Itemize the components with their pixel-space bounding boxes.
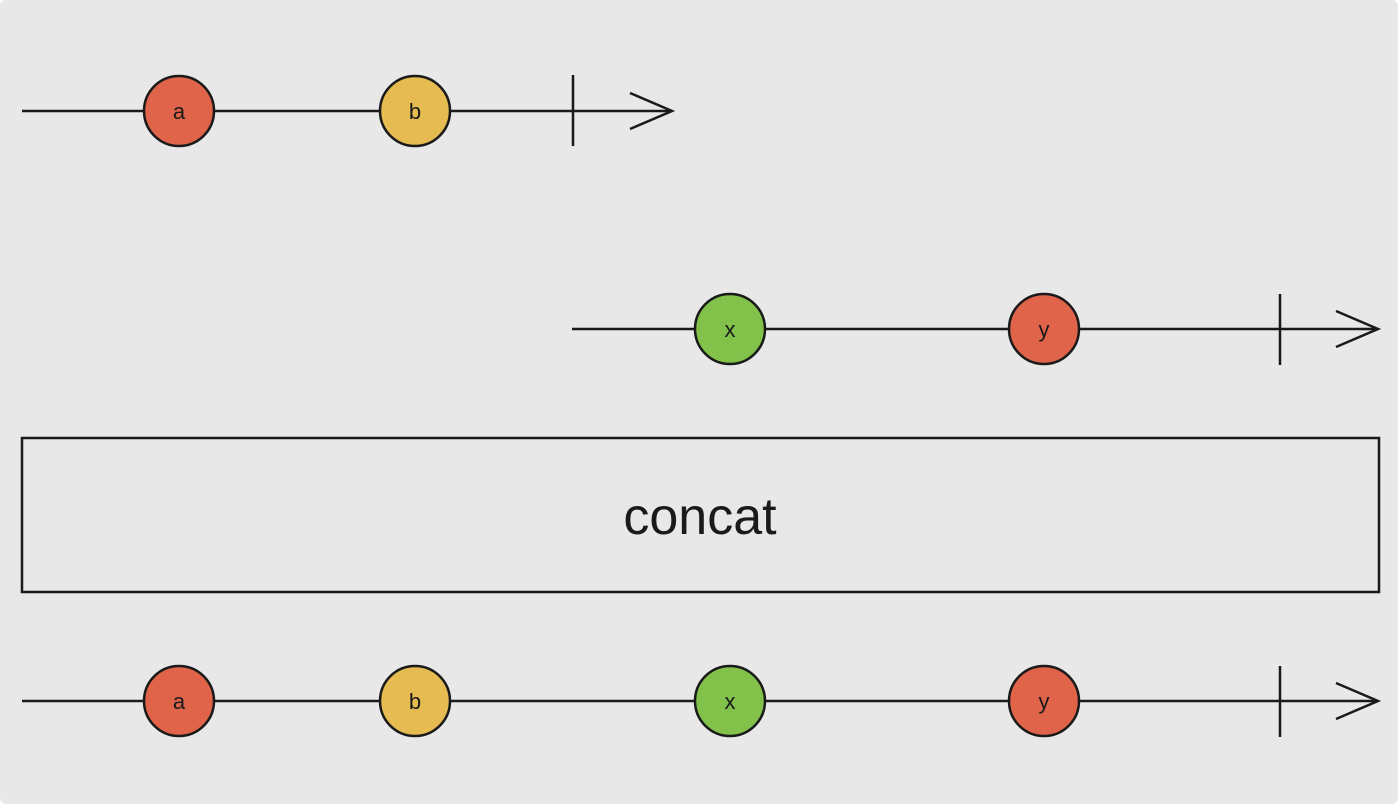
marble-a: a: [142, 664, 216, 738]
svg-text:y: y: [1039, 317, 1050, 342]
marble-b: b: [378, 74, 452, 148]
arrow-head-icon: [1335, 681, 1382, 721]
operator-label: concat: [623, 488, 777, 546]
marble-x: x: [693, 292, 767, 366]
arrow-head-icon: [1335, 309, 1382, 349]
marble-b: b: [378, 664, 452, 738]
marble-y: y: [1007, 664, 1081, 738]
source-stream-b: x y: [572, 292, 1382, 366]
svg-text:x: x: [725, 317, 736, 342]
operator-frame: [20, 436, 1381, 594]
operator-box: concat: [20, 436, 1381, 594]
marble-a: a: [142, 74, 216, 148]
svg-text:a: a: [173, 689, 186, 714]
svg-text:a: a: [173, 99, 186, 124]
svg-text:b: b: [409, 689, 421, 714]
source-stream-a: a b: [22, 74, 676, 148]
svg-text:x: x: [725, 689, 736, 714]
output-stream: a b x y: [22, 664, 1382, 738]
marble-x: x: [693, 664, 767, 738]
svg-text:y: y: [1039, 689, 1050, 714]
marble-y: y: [1007, 292, 1081, 366]
svg-text:b: b: [409, 99, 421, 124]
arrow-head-icon: [629, 91, 676, 131]
